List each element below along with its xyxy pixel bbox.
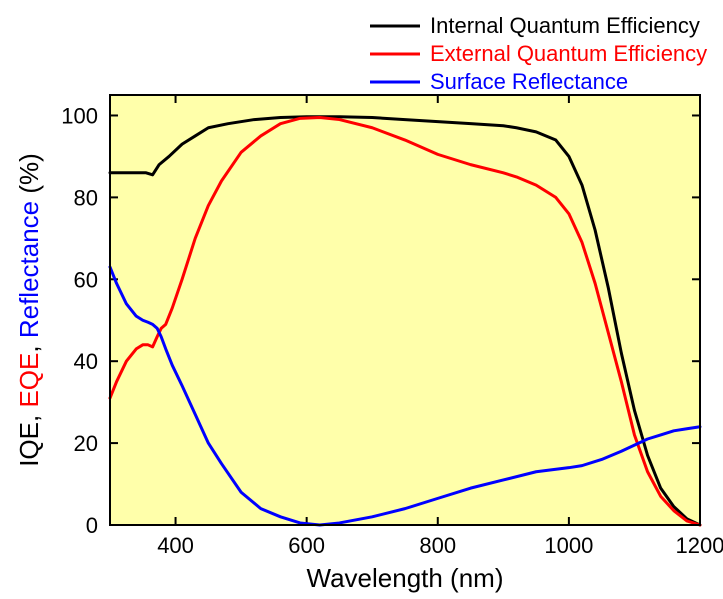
y-axis-label: IQE, EQE, Reflectance (%) xyxy=(14,153,44,467)
x-tick-label: 1000 xyxy=(544,533,593,558)
y-tick-label: 60 xyxy=(74,267,98,292)
legend-label: Internal Quantum Efficiency xyxy=(430,13,700,38)
y-tick-label: 20 xyxy=(74,431,98,456)
x-tick-label: 800 xyxy=(419,533,456,558)
legend-label: Surface Reflectance xyxy=(430,69,628,94)
y-tick-label: 0 xyxy=(86,513,98,538)
x-axis-label: Wavelength (nm) xyxy=(307,563,504,593)
x-tick-label: 600 xyxy=(288,533,325,558)
x-tick-label: 1200 xyxy=(676,533,723,558)
x-tick-label: 400 xyxy=(157,533,194,558)
chart-svg: 400 600 800 1000 1200 0 20 40 60 80 100 Wavelength … xyxy=(0,0,723,599)
chart-container: 400 600 800 1000 1200 0 20 40 60 80 100 Wavelength … xyxy=(0,0,723,599)
y-tick-label: 100 xyxy=(61,103,98,128)
y-tick-label: 40 xyxy=(74,349,98,374)
y-tick-label: 80 xyxy=(74,185,98,210)
legend-label: External Quantum Efficiency xyxy=(430,41,707,66)
